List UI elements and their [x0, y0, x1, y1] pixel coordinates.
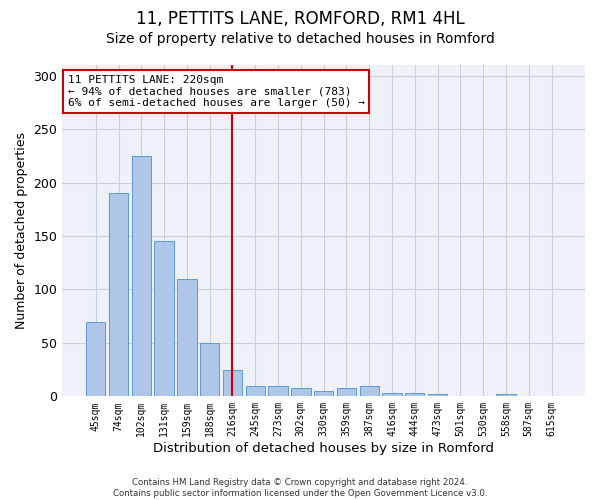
- Bar: [223, 370, 242, 396]
- Bar: [496, 394, 515, 396]
- Text: Contains HM Land Registry data © Crown copyright and database right 2024.
Contai: Contains HM Land Registry data © Crown c…: [113, 478, 487, 498]
- Bar: [154, 242, 174, 396]
- X-axis label: Distribution of detached houses by size in Romford: Distribution of detached houses by size …: [153, 442, 494, 455]
- Bar: [245, 386, 265, 396]
- Text: 11, PETTITS LANE, ROMFORD, RM1 4HL: 11, PETTITS LANE, ROMFORD, RM1 4HL: [136, 10, 464, 28]
- Bar: [314, 391, 334, 396]
- Bar: [200, 343, 220, 396]
- Text: Size of property relative to detached houses in Romford: Size of property relative to detached ho…: [106, 32, 494, 46]
- Bar: [382, 393, 402, 396]
- Bar: [177, 279, 197, 396]
- Bar: [428, 394, 447, 396]
- Bar: [405, 393, 424, 396]
- Bar: [109, 194, 128, 396]
- Bar: [268, 386, 288, 396]
- Bar: [337, 388, 356, 396]
- Bar: [359, 386, 379, 396]
- Bar: [131, 156, 151, 396]
- Bar: [291, 388, 311, 396]
- Bar: [86, 322, 106, 396]
- Y-axis label: Number of detached properties: Number of detached properties: [15, 132, 28, 329]
- Text: 11 PETTITS LANE: 220sqm
← 94% of detached houses are smaller (783)
6% of semi-de: 11 PETTITS LANE: 220sqm ← 94% of detache…: [68, 75, 365, 108]
